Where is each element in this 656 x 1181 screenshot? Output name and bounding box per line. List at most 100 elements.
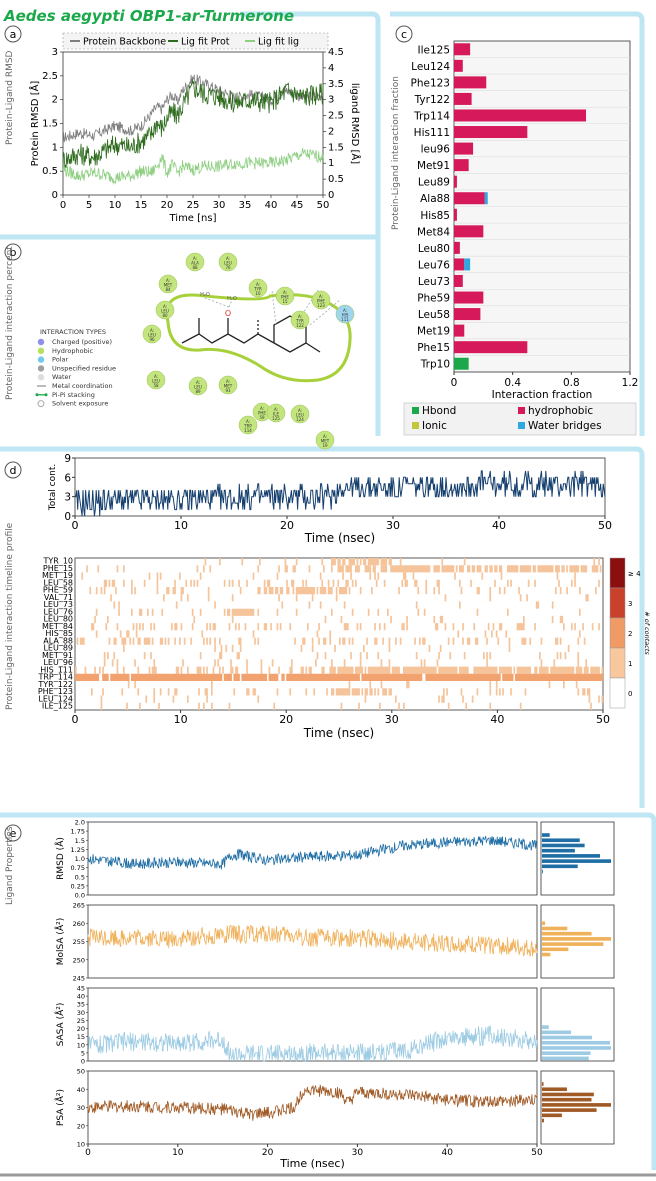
category-label: Phe15: [417, 342, 450, 354]
histogram-bar: [542, 1118, 544, 1123]
residue-circle: [155, 300, 175, 320]
residue-number: 91: [225, 388, 231, 393]
interaction-legend-item: Metal coordination: [52, 382, 113, 390]
contact-band-his_111: [75, 666, 604, 674]
residue-chain: A:: [226, 379, 230, 384]
y-tick-label: 250: [73, 956, 85, 964]
bar-hydrophobic: [454, 192, 485, 205]
panel-letter-a: a: [4, 25, 22, 43]
ligand-pocket-outline: [165, 293, 352, 383]
row-label: ALA_88: [43, 636, 73, 645]
histogram-bar: [542, 869, 543, 874]
x-tick-label: 40: [441, 1148, 453, 1158]
colorbar-tick-label: 2: [628, 630, 632, 638]
residue-number: 88: [192, 265, 198, 270]
row-label: HIS_111: [40, 665, 73, 674]
residue-circle: [238, 415, 258, 435]
x-tick-label: 30: [352, 1148, 364, 1158]
colorbar: ≥ 4 3 2 1 0 # of contacts: [609, 557, 651, 709]
y-tick-label: 2.0: [75, 819, 85, 827]
legend-swatch: [412, 407, 419, 414]
panel-letter-e: e: [4, 824, 22, 842]
y-tick-label: 5: [81, 1049, 85, 1057]
residue-circle: [315, 430, 335, 450]
svg-text:b: b: [10, 246, 17, 259]
interaction-legend-item: Solvent exposure: [52, 400, 108, 408]
y-tick-label: 40: [77, 993, 85, 1001]
histogram-frame: [540, 904, 615, 979]
histogram-bar: [542, 921, 546, 926]
y-right-tick-label: 2: [328, 126, 334, 137]
panel-frames: [0, 11, 656, 1177]
x-axis-label: Interaction fraction: [492, 389, 593, 401]
residue-name: MET: [321, 439, 330, 444]
residue-circle: [290, 310, 310, 330]
row-label: LEU_89: [43, 644, 73, 653]
legend-entry: Hbond: [422, 405, 456, 417]
category-label: Leu73: [418, 276, 450, 288]
bar-hydrophobic: [454, 308, 481, 321]
x-tick-label: 40: [490, 713, 504, 726]
colorbar-segment: [609, 647, 626, 679]
residue-name: MET: [164, 283, 173, 288]
residue-chain: A:: [323, 434, 327, 439]
row-label: MET_91: [42, 651, 73, 660]
histogram-bar: [542, 1030, 572, 1035]
row-label: LEU_124: [38, 694, 73, 703]
residue-name: LEU: [161, 309, 169, 314]
category-label: Trp10: [420, 359, 450, 371]
property-trace: [87, 1084, 538, 1121]
colorbar-tick-label: 3: [628, 600, 632, 608]
residue-number: 10: [255, 291, 261, 296]
side-label-d: Protein-Ligand interaction timeline prof…: [5, 522, 15, 710]
residue-circle: [146, 370, 166, 390]
x-tick-label: 20: [280, 519, 294, 532]
legend-bullet: [37, 356, 45, 363]
chart-c-interaction-fraction: Ile125 Leu124 Phe123 Tyr122 Trp114 His111 leu9…: [403, 40, 638, 436]
y-tick-label: 45: [77, 985, 85, 993]
interaction-lines: [204, 289, 341, 326]
series-line-lig-fit-lig: [62, 147, 324, 186]
bar-hydrophobic: [454, 175, 457, 188]
residue-chain: A:: [166, 278, 170, 283]
category-label: Ala88: [420, 193, 450, 205]
residue-chain: A:: [154, 374, 158, 379]
row-label: PHE_59: [43, 586, 73, 595]
y-tick-label: 0.75: [71, 864, 85, 872]
y-tick-label: 35: [77, 1001, 85, 1009]
histogram-bar: [542, 1040, 611, 1045]
plot-frame: [74, 557, 604, 711]
bar-hydrophobic: [454, 76, 487, 89]
x-axis-label: Time [ns]: [168, 213, 216, 224]
residue-number: 96: [149, 337, 155, 342]
y-tick-label: 40: [77, 1086, 85, 1094]
legend-box: [62, 32, 329, 50]
y-tick-label: 0: [81, 1058, 85, 1066]
y-axis-label: SASA (Å²): [54, 1003, 66, 1047]
x-tick-label: 45: [291, 200, 304, 211]
residue-chain: A:: [256, 282, 260, 287]
row-label: HIS_85: [45, 629, 73, 638]
legend-dot: [44, 393, 48, 397]
plot-frame: [87, 1070, 538, 1145]
contact-band-ala_88: [76, 637, 586, 645]
residue-chain: A:: [150, 328, 154, 333]
bar-hydrophobic: [454, 43, 471, 56]
ligand-property-e2: 245 250 255 260 265 MolSA (Å²): [54, 902, 615, 983]
interaction-legend-item: Unspecified residue: [52, 364, 116, 372]
y-tick-label: 2: [52, 95, 58, 106]
x-tick-label: 15: [135, 200, 148, 211]
bar-hydrophobic: [454, 208, 457, 221]
residue-name: PHE: [317, 299, 325, 304]
contact-band-met_19: [81, 572, 576, 580]
residue-name: ILE: [273, 412, 279, 417]
chart-d-total-contacts: 0 3 6 9 0 10 20 30 40 50 Time (nsec) Total cont.: [48, 453, 612, 545]
y-right-tick-label: 1.5: [328, 142, 344, 153]
panel-letter-c: c: [395, 25, 413, 43]
row-label: TYR_10: [42, 557, 73, 566]
x-tick-label: 30: [385, 713, 399, 726]
